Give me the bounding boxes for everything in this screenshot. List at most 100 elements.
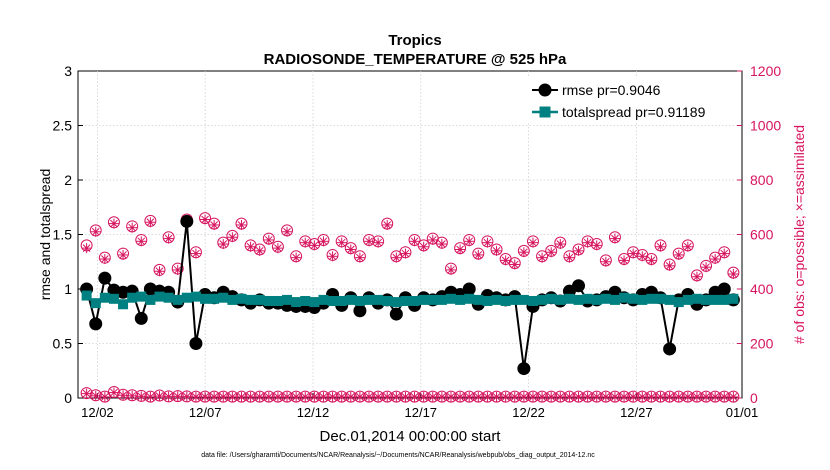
totalspread-point (427, 294, 438, 305)
obs-assimilated-point (600, 256, 611, 267)
rmse-point (389, 307, 403, 321)
obs-assimilated-point (318, 236, 329, 247)
obs-assimilated-low-point (619, 391, 630, 402)
totalspread-point (573, 294, 584, 305)
obs-assimilated-point (664, 260, 675, 271)
obs-assimilated-low-point (537, 391, 548, 402)
obs-assimilated-point (509, 259, 520, 270)
totalspread-point (527, 295, 538, 306)
obs-assimilated-point (90, 226, 101, 237)
totalspread-point (99, 292, 110, 303)
obs-assimilated-low-point (637, 391, 648, 402)
totalspread-point (682, 294, 693, 305)
obs-assimilated-point (464, 236, 475, 247)
obs-assimilated-low-point (673, 391, 684, 402)
totalspread-point (81, 290, 92, 301)
totalspread-point (482, 295, 493, 306)
totalspread-point (691, 293, 702, 304)
totalspread-point (655, 293, 666, 304)
obs-assimilated-low-point (509, 391, 520, 402)
obs-assimilated-point (154, 266, 165, 277)
obs-assimilated-point (527, 237, 538, 248)
totalspread-point (300, 295, 311, 306)
obs-assimilated-point (236, 219, 247, 230)
totalspread-point (382, 295, 393, 306)
totalspread-point (600, 293, 611, 304)
totalspread-point (354, 295, 365, 306)
totalspread-point (200, 293, 211, 304)
obs-assimilated-point (537, 252, 548, 263)
y-axis-label: rmse and totalspread (37, 169, 53, 301)
totalspread-point (190, 291, 201, 302)
obs-assimilated-point (710, 254, 721, 265)
totalspread-point (582, 293, 593, 304)
obs-assimilated-low-point (682, 391, 693, 402)
obs-assimilated-point (391, 252, 402, 263)
rmse-point (572, 279, 586, 293)
rmse-point (717, 282, 731, 296)
totalspread-point (336, 295, 347, 306)
x-tick-label: 01/01 (726, 405, 759, 420)
totalspread-point (591, 294, 602, 305)
obs-assimilated-low-point (190, 391, 201, 402)
obs-assimilated-point (619, 255, 630, 266)
obs-assimilated-low-point (254, 391, 265, 402)
obs-assimilated-point (409, 236, 420, 247)
obs-assimilated-point (218, 239, 229, 250)
obs-assimilated-low-point (573, 391, 584, 402)
obs-assimilated-point (245, 241, 256, 252)
obs-assimilated-low-point (227, 391, 238, 402)
totalspread-point (254, 294, 265, 305)
obs-assimilated-point (81, 243, 92, 254)
obs-assimilated-low-point (318, 391, 329, 402)
obs-assimilated-low-point (263, 391, 274, 402)
obs-assimilated-point (108, 218, 119, 229)
obs-possible-low-point (171, 390, 184, 403)
x-tick-label: 12/02 (81, 405, 114, 420)
legend-rmse-marker (538, 83, 552, 97)
obs-assimilated-low-point (500, 391, 511, 402)
obs-assimilated-low-point (364, 391, 375, 402)
obs-assimilated-low-point (436, 391, 447, 402)
y2-tick-label: 200 (750, 336, 774, 352)
obs-assimilated-low-point (81, 388, 92, 399)
legend-spread-label: totalspread pr=0.91189 (562, 104, 706, 120)
y2-tick-label: 800 (750, 172, 774, 188)
obs-assimilated-low-point (445, 391, 456, 402)
totalspread-point (345, 294, 356, 305)
obs-assimilated-point (163, 233, 174, 244)
obs-assimilated-low-point (728, 391, 739, 402)
rmse-point (663, 342, 677, 356)
y-tick-label: 2 (64, 172, 72, 188)
totalspread-point (509, 294, 520, 305)
obs-assimilated-low-point (282, 391, 293, 402)
obs-assimilated-point (364, 236, 375, 247)
obs-assimilated-low-point (127, 390, 138, 401)
legend-spread-marker (539, 106, 551, 118)
obs-assimilated-point (646, 255, 657, 266)
obs-assimilated-low-point (391, 391, 402, 402)
obs-assimilated-point (500, 255, 511, 266)
obs-assimilated-low-point (418, 391, 429, 402)
x-tick-label: 12/12 (297, 405, 330, 420)
totalspread-point (291, 297, 302, 308)
obs-assimilated-low-point (409, 391, 420, 402)
totalspread-point (409, 295, 420, 306)
obs-assimilated-point (118, 249, 129, 260)
obs-assimilated-point (300, 237, 311, 248)
obs-assimilated-low-point (90, 390, 101, 401)
totalspread-point (673, 297, 684, 308)
y-tick-label: 3 (64, 63, 72, 79)
obs-assimilated-low-point (354, 391, 365, 402)
y-tick-label: 2.5 (53, 118, 73, 134)
obs-assimilated-low-point (245, 391, 256, 402)
obs-assimilated-point (209, 219, 220, 230)
totalspread-point (436, 294, 447, 305)
totalspread-point (500, 295, 511, 306)
obs-assimilated-low-point (200, 391, 211, 402)
obs-assimilated-point (455, 244, 466, 255)
rmse-point (189, 337, 203, 350)
x-tick-label: 12/07 (189, 405, 222, 420)
totalspread-point (637, 294, 648, 305)
obs-assimilated-low-point (382, 391, 393, 402)
